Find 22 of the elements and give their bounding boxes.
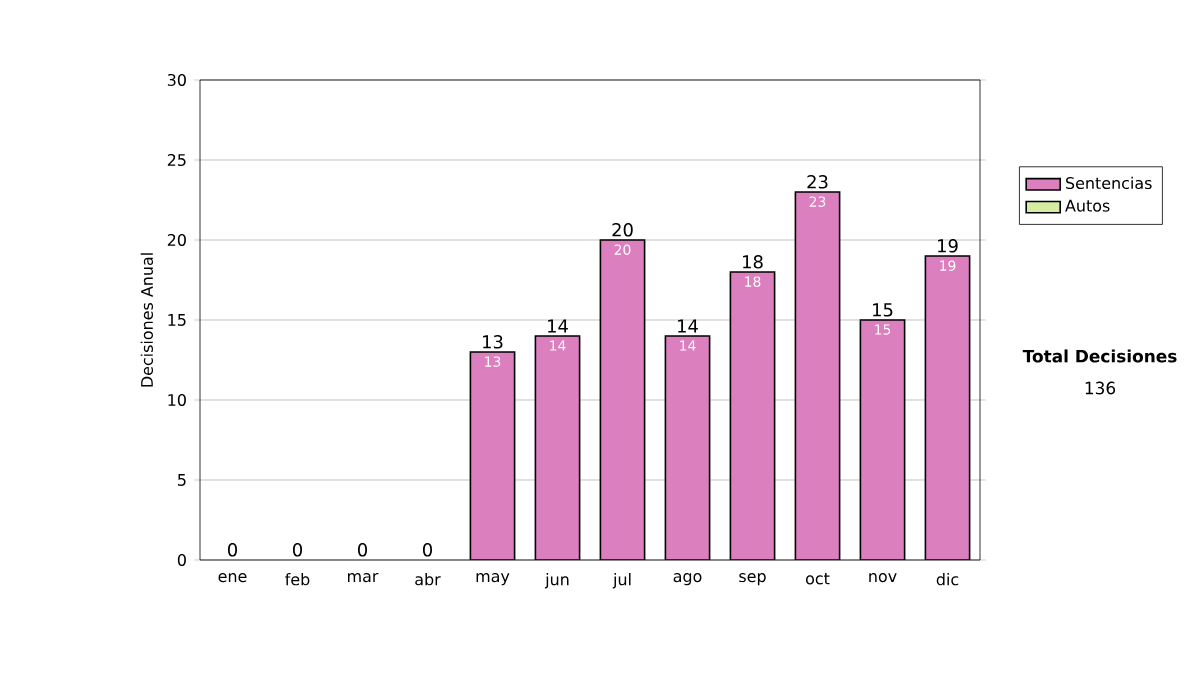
total-label: 14 [548, 319, 568, 333]
bar [469, 351, 516, 560]
total-label: 15 [873, 303, 893, 317]
total-label: 14 [678, 319, 698, 333]
total-label: 18 [743, 255, 763, 269]
bar [664, 335, 711, 560]
text: Total Decisiones [1022, 349, 1177, 363]
total-label: 0 [292, 543, 303, 557]
text: 136 [1085, 381, 1116, 395]
total-label: 20 [612, 223, 633, 237]
bar [599, 239, 646, 560]
bar [534, 335, 581, 560]
total-label: 13 [483, 335, 503, 349]
bar [859, 319, 906, 560]
bar [924, 255, 971, 560]
total-label: 0 [227, 543, 238, 557]
total-label: 0 [422, 543, 433, 557]
total-label: 19 [938, 239, 958, 253]
total-label: 0 [357, 543, 368, 557]
total-label: 23 [807, 175, 828, 189]
bar [794, 191, 841, 560]
bar [729, 271, 776, 560]
